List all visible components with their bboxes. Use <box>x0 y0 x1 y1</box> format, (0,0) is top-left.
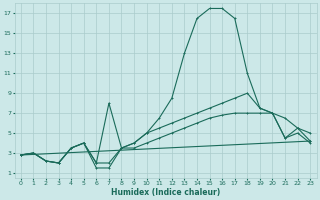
X-axis label: Humidex (Indice chaleur): Humidex (Indice chaleur) <box>111 188 220 197</box>
